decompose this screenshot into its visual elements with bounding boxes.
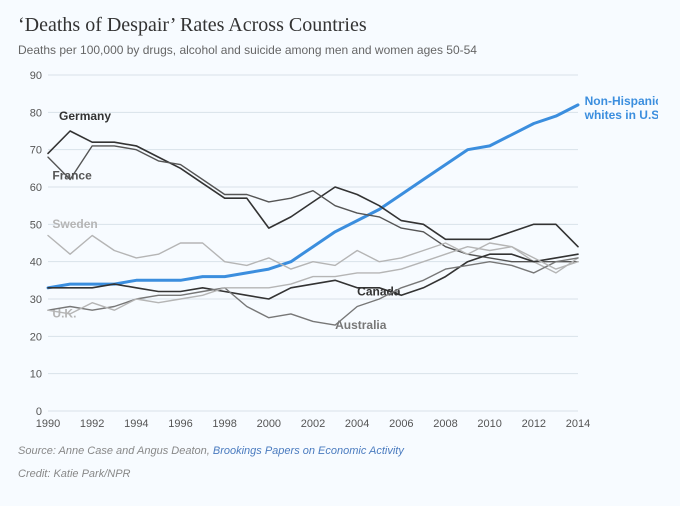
svg-text:2012: 2012 xyxy=(522,418,546,430)
svg-text:1998: 1998 xyxy=(212,418,236,430)
svg-text:2006: 2006 xyxy=(389,418,413,430)
svg-text:1992: 1992 xyxy=(80,418,104,430)
svg-text:2004: 2004 xyxy=(345,418,369,430)
y-axis: 0 10 20 30 40 50 60 70 80 90 xyxy=(30,70,42,418)
svg-text:90: 90 xyxy=(30,70,42,82)
chart-plot: 0 10 20 30 40 50 60 70 80 90 1990 1992 1994 1996 1998 2… xyxy=(18,67,658,437)
svg-text:20: 20 xyxy=(30,331,42,343)
credit-line: Credit: Katie Park/NPR xyxy=(18,468,662,480)
svg-text:1990: 1990 xyxy=(36,418,60,430)
svg-text:70: 70 xyxy=(30,145,42,157)
series-group xyxy=(48,105,578,325)
svg-text:50: 50 xyxy=(30,219,42,231)
svg-text:2014: 2014 xyxy=(566,418,590,430)
svg-text:1996: 1996 xyxy=(168,418,192,430)
chart-card: ‘Deaths of Despair’ Rates Across Countri… xyxy=(0,0,680,506)
series-label: Sweden xyxy=(52,217,97,231)
series-label: Australia xyxy=(335,318,387,332)
svg-text:80: 80 xyxy=(30,107,42,119)
chart-svg: 0 10 20 30 40 50 60 70 80 90 1990 1992 1994 1996 1998 2… xyxy=(18,67,658,437)
source-prefix: Source: Anne Case and Angus Deaton, xyxy=(18,445,213,457)
svg-text:1994: 1994 xyxy=(124,418,148,430)
series-label: Germany xyxy=(59,109,111,123)
source-line: Source: Anne Case and Angus Deaton, Broo… xyxy=(18,445,662,457)
source-link[interactable]: Brookings Papers on Economic Activity xyxy=(213,445,404,457)
svg-text:0: 0 xyxy=(36,406,42,418)
svg-text:40: 40 xyxy=(30,257,42,269)
svg-text:2010: 2010 xyxy=(477,418,501,430)
svg-text:60: 60 xyxy=(30,182,42,194)
chart-subtitle: Deaths per 100,000 by drugs, alcohol and… xyxy=(18,43,662,57)
svg-text:10: 10 xyxy=(30,369,42,381)
series-line xyxy=(48,258,578,325)
svg-text:30: 30 xyxy=(30,294,42,306)
series-line xyxy=(48,105,578,288)
svg-text:2000: 2000 xyxy=(257,418,281,430)
chart-title: ‘Deaths of Despair’ Rates Across Countri… xyxy=(18,14,662,37)
series-label: Non-Hispanicwhites in U.S. xyxy=(584,94,658,122)
grid xyxy=(48,75,578,411)
svg-text:2008: 2008 xyxy=(433,418,457,430)
svg-text:2002: 2002 xyxy=(301,418,325,430)
x-axis: 1990 1992 1994 1996 1998 2000 2002 2004 2006 2008… xyxy=(36,418,590,430)
